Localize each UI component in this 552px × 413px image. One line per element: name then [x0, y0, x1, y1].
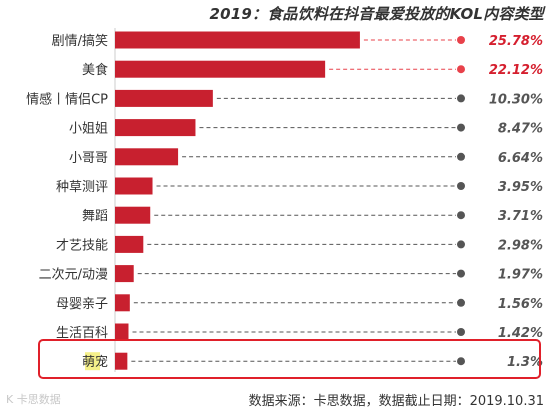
value-label: 8.47% [498, 122, 543, 137]
category-label: 小姐姐 [69, 122, 108, 137]
value-label: 3.71% [498, 209, 543, 224]
source-note: 数据来源：卡思数据，数据截止日期：2019.10.31 [248, 394, 544, 409]
connector-dot [457, 328, 465, 336]
category-label: 母婴亲子 [56, 297, 108, 312]
category-label: 情感丨情侣CP [26, 91, 108, 107]
bar [115, 323, 129, 341]
chart-title: 2019：食品饮料在抖音最爱投放的KOL内容类型 [209, 5, 544, 23]
value-label: 22.12% [489, 63, 543, 78]
bar [115, 119, 196, 137]
bar [115, 206, 151, 224]
value-label: 10.30% [489, 92, 543, 107]
category-highlight-bg [85, 352, 100, 371]
value-label: 6.64% [498, 151, 543, 166]
value-label: 1.3% [507, 355, 543, 370]
category-label: 萌宠 [82, 354, 108, 370]
connector-dot [457, 211, 465, 220]
bar [115, 31, 360, 49]
value-label: 3.95% [498, 180, 543, 195]
bar [115, 265, 134, 283]
connector-dot [457, 298, 465, 307]
connector-dot [457, 182, 465, 190]
value-label: 2.98% [498, 238, 543, 253]
bar [115, 294, 130, 312]
connector-dot [457, 357, 465, 366]
connector-dot [457, 36, 465, 44]
bar [115, 177, 153, 195]
value-label: 1.97% [498, 268, 543, 283]
bar [115, 352, 128, 370]
category-label: 剧情/搞笑 [52, 33, 108, 49]
connector-dot [457, 94, 465, 103]
connector-dot [457, 65, 465, 74]
category-label: 小哥哥 [69, 151, 108, 166]
connector-dot [457, 240, 465, 249]
value-label: 1.56% [498, 297, 543, 312]
category-label: 美食 [82, 62, 108, 78]
connector-dot [457, 152, 465, 161]
bar [115, 89, 213, 107]
bar [115, 60, 326, 78]
connector-dot [457, 123, 465, 132]
value-label: 25.78% [489, 34, 543, 49]
category-label: 生活百科 [56, 326, 108, 341]
value-label: 1.42% [498, 326, 543, 341]
category-label: 舞蹈 [82, 209, 108, 224]
bar [115, 148, 179, 166]
connector-dot [457, 269, 465, 278]
category-label: 二次元/动漫 [39, 267, 108, 283]
category-label: 种草测评 [56, 180, 108, 195]
watermark: K 卡思数据 [6, 393, 61, 406]
bar [115, 235, 144, 253]
highlight-box [38, 339, 541, 379]
category-label: 才艺技能 [56, 238, 108, 253]
